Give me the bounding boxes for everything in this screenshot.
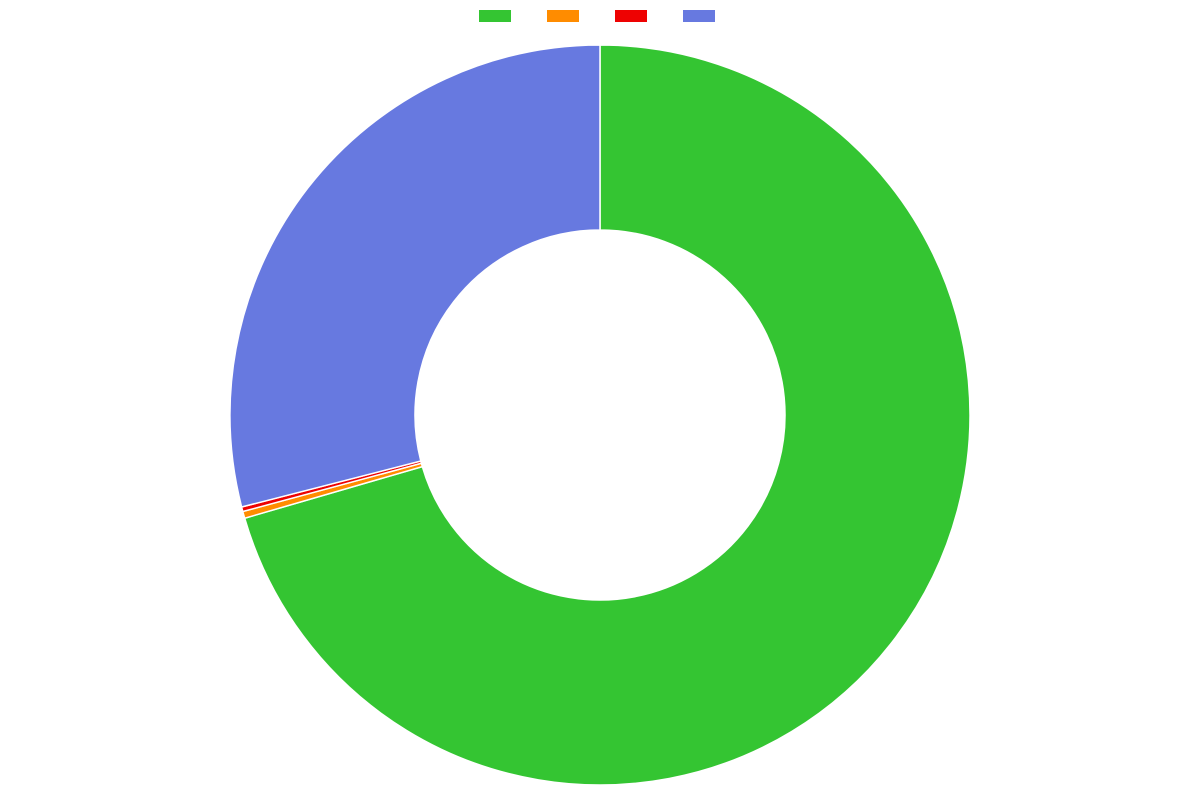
legend-swatch-0 (479, 10, 511, 22)
legend-item-1 (547, 10, 585, 22)
legend-item-2 (615, 10, 653, 22)
legend-item-3 (683, 10, 721, 22)
donut-slice-3 (230, 45, 600, 507)
donut-chart (228, 43, 972, 787)
legend-swatch-1 (547, 10, 579, 22)
legend (0, 10, 1200, 22)
legend-item-0 (479, 10, 517, 22)
donut-svg (228, 43, 972, 787)
legend-swatch-2 (615, 10, 647, 22)
legend-swatch-3 (683, 10, 715, 22)
chart-stage (0, 0, 1200, 800)
